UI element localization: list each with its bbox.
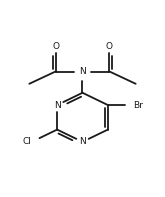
- Text: N: N: [79, 67, 86, 76]
- Text: O: O: [106, 42, 113, 51]
- Text: Cl: Cl: [23, 137, 32, 146]
- Text: O: O: [52, 42, 59, 51]
- Text: N: N: [54, 100, 61, 110]
- Text: Br: Br: [133, 100, 143, 110]
- Text: N: N: [79, 137, 86, 146]
